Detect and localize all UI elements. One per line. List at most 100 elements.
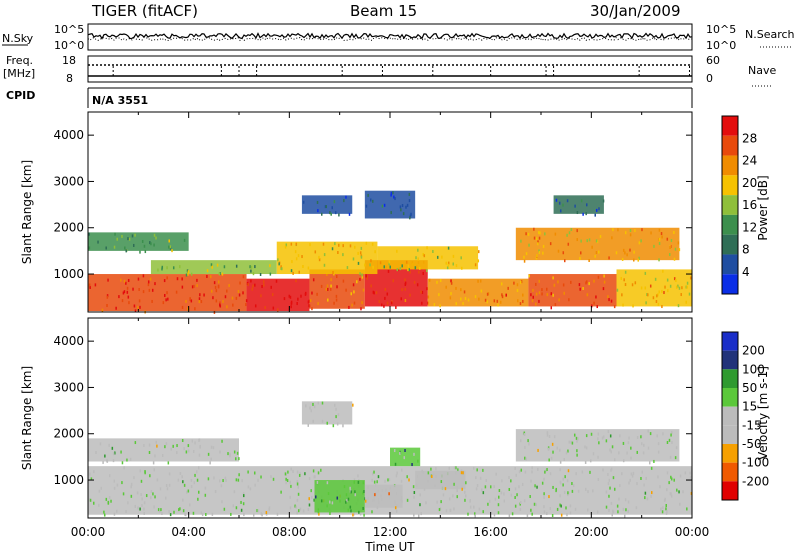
data-speck <box>400 468 403 472</box>
data-speck <box>574 204 576 208</box>
data-speck <box>410 212 412 216</box>
data-speck <box>356 280 358 284</box>
data-speck <box>420 512 422 516</box>
data-speck <box>556 507 559 511</box>
data-speck <box>594 213 596 217</box>
data-speck <box>308 497 310 501</box>
data-speck <box>409 270 411 274</box>
data-speck <box>207 477 210 481</box>
data-speck <box>573 433 576 437</box>
data-speck <box>210 445 213 449</box>
data-speck <box>134 233 136 237</box>
data-speck <box>415 256 417 260</box>
data-speck <box>333 403 336 407</box>
data-speck <box>321 419 324 423</box>
data-speck <box>526 513 529 517</box>
colorbar-tick-label: 100 <box>742 362 765 376</box>
data-speck <box>461 487 463 491</box>
data-speck <box>122 492 125 496</box>
data-speck <box>618 451 620 455</box>
data-speck <box>335 415 337 419</box>
velocity-heatmap <box>88 401 693 518</box>
data-speck <box>478 250 480 254</box>
data-speck <box>238 293 241 297</box>
data-speck <box>252 284 254 288</box>
data-speck <box>582 286 584 290</box>
data-speck <box>354 490 356 494</box>
data-speck <box>190 478 193 482</box>
data-speck <box>602 199 605 203</box>
data-speck <box>198 453 201 457</box>
data-speck <box>296 470 299 474</box>
data-speck <box>632 471 635 475</box>
data-speck <box>620 276 623 280</box>
data-speck <box>493 299 496 303</box>
data-speck <box>661 305 663 309</box>
data-speck <box>335 294 338 298</box>
data-speck <box>311 495 313 499</box>
data-speck <box>647 446 650 450</box>
data-speck <box>554 232 557 236</box>
data-speck <box>110 499 112 503</box>
data-speck <box>194 307 196 311</box>
data-speck <box>133 304 136 308</box>
data-speck <box>388 262 390 266</box>
data-speck <box>123 466 125 470</box>
freq-units: [MHz] <box>3 67 35 80</box>
data-speck <box>473 505 475 509</box>
data-speck <box>655 299 658 303</box>
data-speck <box>331 206 333 210</box>
data-cell-7 <box>150 260 277 275</box>
data-speck <box>206 274 208 278</box>
data-speck <box>638 256 640 260</box>
data-speck <box>314 250 317 254</box>
data-speck <box>372 199 374 203</box>
data-speck <box>566 513 568 517</box>
data-speck <box>675 446 678 450</box>
data-speck <box>183 238 186 242</box>
data-speck <box>106 459 108 463</box>
data-speck <box>577 489 580 493</box>
data-speck <box>576 229 578 233</box>
data-speck <box>386 301 389 305</box>
data-speck <box>515 473 518 477</box>
data-speck <box>545 468 547 472</box>
data-speck <box>464 490 466 494</box>
data-speck <box>236 451 239 455</box>
data-speck <box>408 268 410 272</box>
data-speck <box>137 305 139 309</box>
data-speck <box>361 273 363 277</box>
data-speck <box>292 469 294 473</box>
data-speck <box>658 228 661 232</box>
data-speck <box>252 272 255 276</box>
data-speck <box>463 290 466 294</box>
data-speck <box>622 507 625 511</box>
data-speck <box>598 441 600 445</box>
data-speck <box>196 284 198 288</box>
data-speck <box>149 474 151 478</box>
data-speck <box>394 506 397 510</box>
data-speck <box>392 191 394 195</box>
data-speck <box>584 445 586 449</box>
velocity-ylabel: Slant Range [km] <box>20 366 34 470</box>
data-speck <box>270 285 272 289</box>
data-speck <box>596 305 599 309</box>
data-speck <box>223 507 226 511</box>
data-speck <box>457 468 459 472</box>
data-speck <box>390 211 392 215</box>
data-speck <box>277 308 279 312</box>
data-speck <box>585 212 587 216</box>
data-speck <box>362 288 365 292</box>
data-cell-6 <box>616 269 692 307</box>
data-speck <box>452 262 454 266</box>
colorbar-tick-label: -200 <box>742 474 769 488</box>
data-speck <box>364 497 366 501</box>
data-speck <box>281 267 283 271</box>
data-speck <box>276 512 279 516</box>
data-speck <box>347 497 350 501</box>
data-speck <box>624 231 627 235</box>
data-speck <box>452 494 454 498</box>
data-speck <box>209 461 211 465</box>
data-speck <box>554 303 557 307</box>
data-speck <box>537 242 539 246</box>
